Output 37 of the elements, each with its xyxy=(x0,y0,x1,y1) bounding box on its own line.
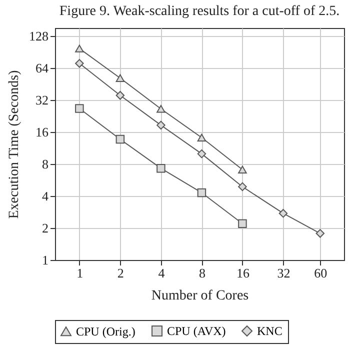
chart-title: Figure 9. Weak-scaling results for a cut-off of 2.5. xyxy=(59,4,340,19)
x-tick-label: 4 xyxy=(158,266,166,280)
y-axis-title: Execution Time (Seconds) xyxy=(7,70,22,219)
x-tick-label: 1 xyxy=(76,266,84,280)
point xyxy=(75,44,84,52)
y-tick-label: 16 xyxy=(36,124,49,140)
point xyxy=(238,182,247,192)
y-tick-label: 64 xyxy=(36,60,49,76)
x-tick-label: 32 xyxy=(277,266,290,280)
point xyxy=(75,59,84,68)
x-tick-label: 60 xyxy=(314,266,328,280)
point xyxy=(156,120,166,130)
point xyxy=(197,149,206,158)
y-tick-label: 2 xyxy=(42,220,48,236)
y-tick-label: 1 xyxy=(42,252,48,268)
point xyxy=(75,104,84,113)
legend-label: KNC xyxy=(257,324,282,338)
point xyxy=(156,164,166,173)
y-tick-label: 32 xyxy=(36,92,48,108)
point xyxy=(278,208,288,218)
point xyxy=(197,134,206,142)
y-tick-label: 8 xyxy=(42,156,48,172)
y-tick-label: 128 xyxy=(29,28,48,44)
legend-label: CPU (Orig.) xyxy=(76,324,136,338)
point xyxy=(197,188,206,198)
legend-label: CPU (AVX) xyxy=(167,324,226,338)
point xyxy=(116,134,125,144)
point xyxy=(116,91,125,100)
y-tick-label: 4 xyxy=(42,188,49,204)
point xyxy=(156,105,166,113)
x-axis-title: Number of Cores xyxy=(151,288,249,304)
point xyxy=(238,219,247,228)
x-tick-label: 2 xyxy=(117,266,124,280)
point xyxy=(116,74,125,82)
point xyxy=(238,166,247,174)
x-tick-label: 16 xyxy=(236,266,250,280)
x-tick-label: 8 xyxy=(198,266,206,280)
